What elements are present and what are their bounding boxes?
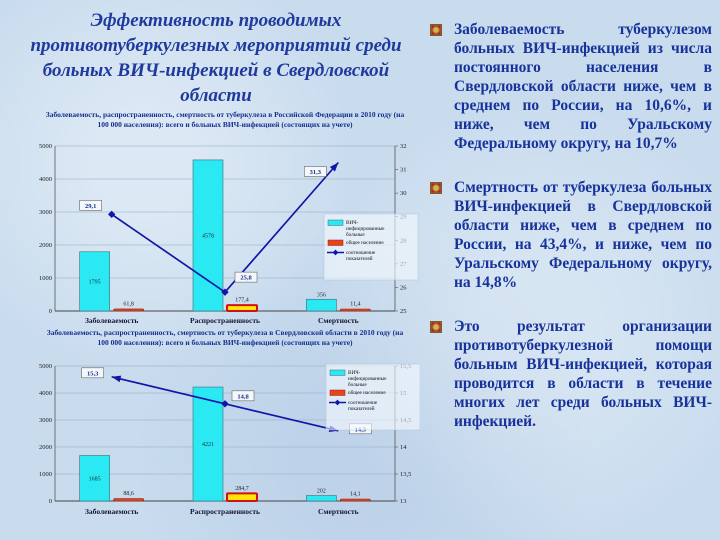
svg-text:31,3: 31,3	[310, 169, 322, 176]
bullet-text: Смертность от туберкулеза больных ВИЧ-ин…	[454, 179, 712, 291]
svg-text:30: 30	[400, 190, 407, 197]
svg-text:3000: 3000	[39, 417, 52, 424]
svg-text:0: 0	[49, 498, 52, 505]
svg-text:1000: 1000	[39, 275, 52, 282]
svg-text:25,8: 25,8	[240, 275, 252, 282]
bullet-item: Смертность от туберкулеза больных ВИЧ-ин…	[430, 178, 712, 292]
svg-text:2000: 2000	[39, 242, 52, 249]
svg-text:26: 26	[400, 284, 407, 291]
svg-text:ВИЧ-: ВИЧ-	[346, 220, 359, 226]
chart-sverdlovsk-plot: 50004000300020001000015,51514,51413,5131…	[39, 363, 420, 516]
svg-text:5000: 5000	[39, 143, 52, 150]
svg-text:88,6: 88,6	[123, 491, 133, 497]
svg-text:показателей: показателей	[346, 255, 373, 262]
svg-text:177,4: 177,4	[235, 298, 249, 304]
svg-text:1685: 1685	[89, 476, 101, 482]
chart-russia-plot: 5000400030002000100003231302928272625179…	[39, 143, 419, 325]
svg-text:Заболеваемость: Заболеваемость	[85, 507, 138, 516]
svg-text:Заболеваемость: Заболеваемость	[85, 316, 138, 325]
svg-text:284,7: 284,7	[235, 486, 249, 492]
bullet-square-icon	[430, 182, 442, 194]
svg-text:2000: 2000	[39, 444, 52, 451]
svg-text:больные: больные	[348, 381, 367, 388]
svg-text:14,1: 14,1	[350, 492, 361, 498]
svg-text:15,3: 15,3	[87, 370, 99, 377]
svg-text:13: 13	[400, 498, 407, 505]
svg-text:Смертность: Смертность	[318, 507, 359, 516]
svg-text:ВИЧ-: ВИЧ-	[348, 370, 361, 376]
svg-text:общее население: общее население	[346, 239, 384, 246]
svg-text:больные: больные	[346, 231, 365, 238]
svg-text:31: 31	[400, 167, 407, 174]
bullet-item: Это результат организации противотуберку…	[430, 317, 712, 431]
svg-text:14: 14	[400, 444, 407, 451]
svg-text:Распространенность: Распространенность	[190, 316, 260, 325]
svg-text:1795: 1795	[89, 279, 101, 285]
svg-text:13,5: 13,5	[400, 471, 411, 478]
bullet-square-icon	[430, 321, 442, 333]
chart-russia: Заболеваемость, распространенность, смер…	[28, 110, 422, 328]
bullet-list: Заболеваемость туберкулезом больных ВИЧ-…	[430, 20, 712, 456]
svg-text:3000: 3000	[39, 209, 52, 216]
svg-text:61,8: 61,8	[123, 301, 133, 307]
svg-text:4221: 4221	[202, 442, 214, 448]
svg-text:соотношение: соотношение	[346, 250, 376, 256]
svg-text:202: 202	[317, 489, 326, 495]
svg-text:4000: 4000	[39, 390, 52, 397]
slide-title: Эффективность проводимых противотуберкул…	[30, 10, 402, 106]
svg-text:25: 25	[400, 308, 407, 315]
svg-text:Распространенность: Распространенность	[190, 507, 260, 516]
svg-text:общее население: общее население	[348, 389, 386, 396]
svg-text:5000: 5000	[39, 363, 52, 370]
svg-text:показателей: показателей	[348, 405, 375, 412]
bullet-text: Заболеваемость туберкулезом больных ВИЧ-…	[454, 21, 712, 152]
svg-text:14,8: 14,8	[237, 393, 249, 400]
svg-text:32: 32	[400, 143, 407, 150]
svg-text:4578: 4578	[202, 233, 214, 239]
svg-text:соотношение: соотношение	[348, 400, 378, 406]
svg-text:11,4: 11,4	[350, 302, 360, 308]
chart-sverdlovsk-title: Заболеваемость, распространенность, смер…	[46, 328, 404, 347]
svg-text:29,1: 29,1	[85, 203, 96, 210]
svg-text:1000: 1000	[39, 471, 52, 478]
chart-sverdlovsk: Заболеваемость, распространенность, смер…	[28, 328, 422, 522]
bullet-text: Это результат организации противотуберку…	[454, 318, 712, 430]
svg-text:4000: 4000	[39, 176, 52, 183]
svg-text:Смертность: Смертность	[318, 316, 359, 325]
bullet-square-icon	[430, 24, 442, 36]
svg-text:инфицированные: инфицированные	[346, 225, 385, 232]
svg-text:356: 356	[317, 292, 326, 298]
svg-text:инфицированные: инфицированные	[348, 375, 387, 382]
chart-russia-title: Заболеваемость, распространенность, смер…	[45, 110, 405, 129]
svg-text:0: 0	[49, 308, 52, 315]
bullet-item: Заболеваемость туберкулезом больных ВИЧ-…	[430, 20, 712, 153]
